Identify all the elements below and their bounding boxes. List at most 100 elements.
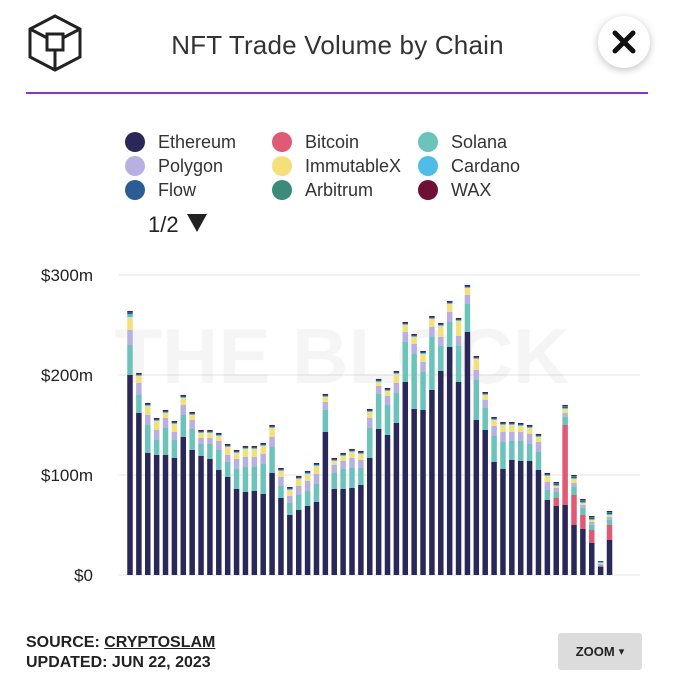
bar-segment-flow — [340, 454, 346, 455]
bar-segment-polygon — [535, 442, 542, 452]
bar-segment-bitcoin — [571, 495, 577, 525]
bar-segment-solana — [233, 469, 240, 489]
bar-segment-arbitrum — [562, 406, 568, 407]
bar-segment-flow — [162, 411, 169, 412]
bar-segment-wax — [304, 471, 311, 472]
legend-item-ethereum[interactable]: Ethereum — [125, 130, 236, 154]
bar-segment-polygon — [216, 441, 222, 450]
bar-segment-polygon — [358, 460, 364, 468]
bar-segment-solana — [136, 395, 142, 413]
bar-segment-ethereum — [535, 470, 542, 575]
bar-segment-cardano — [571, 478, 577, 479]
legend-item-arbitrum[interactable]: Arbitrum — [272, 178, 373, 202]
legend-item-flow[interactable]: Flow — [125, 178, 196, 202]
bar-segment-polygon — [171, 432, 178, 440]
bar-segment-wax — [295, 476, 302, 477]
bar-segment-immutablex — [162, 413, 169, 418]
bar-segment-solana — [562, 417, 568, 425]
bar-segment-wax — [331, 458, 337, 459]
bar-segment-wax — [500, 422, 506, 423]
bar-segment-cardano — [295, 478, 302, 479]
legend-pager: 1/2 — [148, 212, 207, 238]
close-button[interactable] — [598, 16, 650, 68]
bar-segment-ethereum — [473, 420, 480, 575]
bar-segment-ethereum — [216, 470, 222, 575]
bar-segment-flow — [589, 518, 595, 519]
legend-dot — [418, 132, 438, 152]
bar-segment-flow — [509, 423, 515, 424]
bar-segment-immutablex — [340, 456, 346, 461]
bar-segment-immutablex — [553, 486, 559, 488]
bar-segment-flow — [224, 445, 231, 446]
bar-segment-solana — [438, 346, 444, 371]
bar-segment-polygon — [464, 295, 471, 304]
bar-segment-cardano — [580, 502, 586, 503]
bar-segment-wax — [562, 405, 568, 406]
bar-segment-solana — [340, 469, 346, 489]
bar-segment-cardano — [136, 375, 142, 376]
zoom-button[interactable]: ZOOM ▾ — [558, 633, 642, 670]
bar-segment-ethereum — [375, 429, 382, 575]
legend-next-page-icon[interactable] — [186, 212, 207, 238]
bar-segment-cardano — [375, 381, 382, 382]
bar-segment-ethereum — [553, 506, 559, 575]
bar-segment-solana — [491, 436, 497, 462]
bar-segment-flow — [180, 396, 187, 397]
bar-segment-immutablex — [367, 412, 373, 418]
bar-segment-wax — [517, 423, 524, 424]
bar-segment-arbitrum — [606, 512, 613, 513]
bar-segment-polygon — [473, 370, 480, 380]
bar-segment-polygon — [295, 486, 302, 495]
y-tick-label: $200m — [41, 366, 93, 385]
bar-segment-ethereum — [278, 498, 284, 575]
legend-item-bitcoin[interactable]: Bitcoin — [272, 130, 359, 154]
bar-segment-flow — [153, 419, 160, 420]
legend-item-polygon[interactable]: Polygon — [125, 154, 223, 178]
bar-segment-immutablex — [358, 454, 364, 460]
bar-segment-solana — [367, 428, 373, 458]
bar-segment-polygon — [482, 400, 488, 408]
legend-item-solana[interactable]: Solana — [418, 130, 507, 154]
bar-segment-polygon — [420, 362, 426, 372]
bar-segment-cardano — [251, 448, 258, 449]
bar-segment-solana — [189, 429, 195, 450]
bar-segment-cardano — [207, 432, 213, 433]
bar-segment-immutablex — [269, 428, 275, 437]
bar-segment-solana — [304, 491, 311, 506]
bar-segment-immutablex — [393, 374, 400, 383]
bar-segment-wax — [438, 323, 444, 324]
legend-dot — [125, 180, 145, 200]
bar-segment-immutablex — [571, 479, 577, 483]
bar-segment-polygon — [304, 481, 311, 491]
bar-segment-immutablex — [251, 449, 258, 457]
bar-segment-arbitrum — [553, 483, 559, 484]
bar-segment-wax — [580, 499, 586, 500]
bar-segment-flow — [198, 431, 204, 432]
bar-segment-solana — [455, 346, 462, 382]
legend-item-wax[interactable]: WAX — [418, 178, 491, 202]
bar-segment-polygon — [198, 438, 204, 444]
bar-segment-ethereum — [420, 410, 426, 575]
legend-item-immutablex[interactable]: ImmutableX — [272, 154, 401, 178]
bar-segment-ethereum — [438, 371, 444, 575]
bar-segment-cardano — [411, 336, 417, 337]
bar-segment-ethereum — [260, 494, 266, 575]
bar-segment-solana — [420, 372, 426, 410]
bar-segment-cardano — [242, 448, 249, 449]
bar-segment-flow — [464, 286, 471, 287]
bar-segment-immutablex — [446, 304, 453, 312]
bar-segment-cardano — [606, 514, 613, 515]
watermark: THE BLOCK — [115, 312, 570, 400]
source-link[interactable]: CRYPTOSLAM — [104, 634, 216, 651]
bar-segment-flow — [446, 302, 453, 303]
bar-segment-ethereum — [446, 347, 453, 575]
bar-segment-ethereum — [482, 430, 488, 575]
bar-segment-cardano — [153, 420, 160, 421]
bar-segment-immutablex — [589, 520, 595, 522]
source-prefix: SOURCE: — [26, 634, 105, 651]
bar-segment-flow — [544, 474, 551, 475]
the-block-logo-icon — [24, 12, 86, 74]
bar-segment-wax — [171, 421, 178, 422]
bar-segment-cardano — [589, 519, 595, 520]
legend-item-cardano[interactable]: Cardano — [418, 154, 520, 178]
